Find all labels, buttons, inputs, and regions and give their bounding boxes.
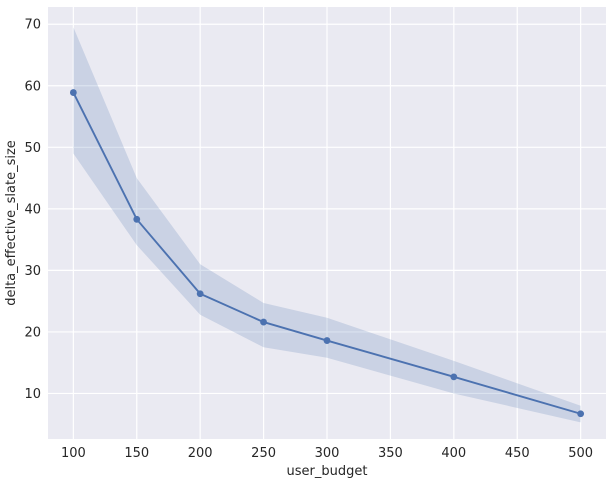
y-tick-label: 70: [24, 18, 41, 33]
x-tick-label: 350: [378, 446, 403, 461]
y-tick-label: 10: [24, 387, 41, 402]
x-tick-label: 500: [568, 446, 593, 461]
y-tick-label: 20: [24, 325, 41, 340]
data-point: [577, 410, 585, 418]
y-axis-label: delta_effective_slate_size: [4, 140, 19, 306]
x-axis-label: user_budget: [287, 464, 368, 479]
x-tick-label: 250: [251, 446, 276, 461]
y-tick-label: 30: [24, 264, 41, 279]
data-point: [133, 215, 141, 223]
data-point: [69, 89, 77, 96]
x-tick-label: 300: [315, 446, 340, 461]
y-tick-label: 40: [24, 202, 41, 217]
y-tick-label: 50: [24, 141, 41, 156]
x-tick-label: 450: [505, 446, 530, 461]
x-tick-label: 400: [441, 446, 466, 461]
x-tick-label: 200: [188, 446, 213, 461]
data-point: [260, 318, 267, 326]
x-tick-label: 150: [124, 446, 149, 461]
x-tick-label: 100: [61, 446, 86, 461]
x-tick-labels: 100 150 200 250 300 350 400 450 500: [61, 446, 593, 461]
data-point: [196, 290, 204, 298]
y-tick-labels: 10 20 30 40 50 60 70: [24, 18, 41, 402]
data-marker-group: [69, 89, 585, 418]
y-tick-label: 60: [24, 79, 41, 94]
data-point: [450, 373, 458, 381]
data-point: [323, 337, 331, 344]
